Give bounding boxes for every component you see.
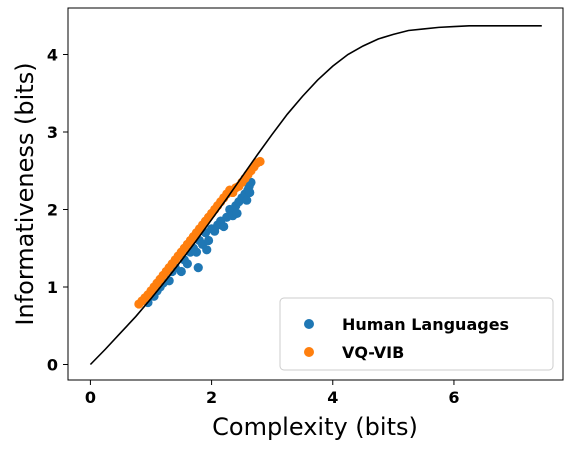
data-point bbox=[203, 235, 214, 246]
y-tick-label: 1 bbox=[47, 278, 58, 297]
data-point bbox=[219, 221, 229, 232]
bound-curve bbox=[89, 25, 542, 366]
data-point bbox=[242, 195, 252, 205]
data-point bbox=[245, 187, 255, 198]
legend-marker-vq-vib bbox=[304, 347, 314, 357]
y-tick-label: 2 bbox=[47, 201, 58, 220]
data-point bbox=[255, 156, 265, 167]
curve-layer bbox=[89, 25, 542, 366]
legend: Human Languages VQ-VIB bbox=[279, 297, 554, 371]
legend-label-human-languages: Human Languages bbox=[342, 315, 509, 334]
y-axis-title: Informativeness (bits) bbox=[11, 62, 39, 325]
legend-label-vq-vib: VQ-VIB bbox=[342, 343, 404, 362]
data-point bbox=[176, 266, 186, 277]
x-ticks: 0 2 4 6 bbox=[85, 380, 460, 407]
y-tick-label: 3 bbox=[47, 123, 58, 142]
x-tick-label: 6 bbox=[448, 388, 459, 407]
data-point bbox=[193, 263, 203, 273]
y-tick-label: 4 bbox=[47, 46, 58, 65]
x-tick-label: 2 bbox=[206, 388, 217, 407]
data-point bbox=[202, 245, 212, 255]
y-ticks: 0 1 2 3 4 bbox=[47, 46, 68, 375]
plot-frame bbox=[67, 7, 564, 381]
legend-frame bbox=[279, 297, 554, 371]
legend-marker-human-languages bbox=[304, 319, 314, 329]
data-point bbox=[191, 247, 202, 257]
x-tick-label: 4 bbox=[327, 388, 338, 407]
data-point bbox=[232, 208, 242, 218]
data-point bbox=[182, 259, 192, 269]
x-tick-label: 0 bbox=[85, 388, 96, 407]
y-tick-label: 0 bbox=[47, 356, 58, 375]
x-axis-title: Complexity (bits) bbox=[212, 413, 418, 441]
